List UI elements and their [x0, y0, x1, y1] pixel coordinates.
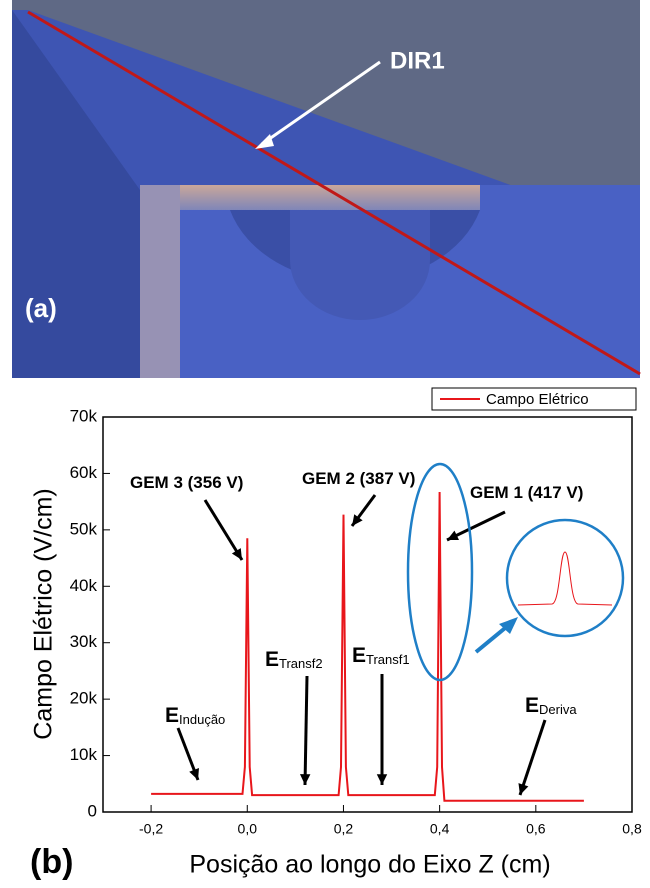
- annotation-text: GEM 2 (387 V): [302, 469, 415, 488]
- y-tick-label: 40k: [70, 576, 98, 595]
- y-tick-label: 60k: [70, 463, 98, 482]
- annotation-text: E: [265, 648, 279, 671]
- y-tick-label: 20k: [70, 689, 98, 708]
- annotation: GEM 1 (417 V): [470, 483, 583, 502]
- annotation-text: E: [165, 704, 179, 727]
- annotation: GEM 3 (356 V): [130, 473, 243, 492]
- annotation-sub: Transf1: [366, 652, 410, 667]
- box-edge: [140, 185, 180, 378]
- annotation-sub: Indução: [179, 712, 225, 727]
- annotation-arrow-head: [377, 774, 387, 785]
- annotation-text: E: [525, 694, 539, 717]
- x-axis-label: Posição ao longo do Eixo Z (cm): [189, 851, 550, 879]
- annotation-arrow-head: [300, 774, 310, 785]
- annotation-sub: Transf2: [279, 656, 323, 671]
- inset: [507, 520, 623, 636]
- annotation: ETransf1: [352, 644, 410, 668]
- annotation-text: GEM 3 (356 V): [130, 473, 243, 492]
- x-tick-label: 0,2: [334, 821, 354, 837]
- annotation-arrow: [520, 720, 545, 795]
- y-tick-label: 50k: [70, 519, 98, 538]
- x-tick-label: 0,0: [238, 821, 258, 837]
- y-axis-label: Campo Elétrico (V/cm): [30, 488, 58, 739]
- top-bar: [180, 185, 480, 210]
- annotation-text: GEM 1 (417 V): [470, 483, 583, 502]
- annotation: GEM 2 (387 V): [302, 469, 415, 488]
- page: DIR1 (a) 0 10k 20k 30k 40k 50k 60k 70k -0,2 0,0 0,…: [0, 0, 650, 888]
- figure: DIR1 (a) 0 10k 20k 30k 40k 50k 60k 70k -0,2 0,0 0,…: [0, 0, 650, 888]
- annotation-sub: Deriva: [539, 702, 577, 717]
- annotation: EIndução: [165, 704, 225, 728]
- y-tick-label: 70k: [70, 406, 98, 425]
- x-tick-label: 0,4: [430, 821, 450, 837]
- series-line: [151, 492, 584, 801]
- annotation-text: E: [352, 644, 366, 667]
- panel-label: (a): [25, 293, 57, 323]
- annotation-arrow: [305, 676, 307, 785]
- y-tick-label: 10k: [70, 745, 98, 764]
- annotation-arrow-head: [518, 783, 528, 795]
- annotation: EDeriva: [525, 694, 577, 718]
- y-tick-label: 0: [88, 801, 97, 820]
- dir-label: DIR1: [390, 47, 445, 74]
- y-tick-label: 30k: [70, 632, 98, 651]
- annotation: ETransf2: [265, 648, 323, 672]
- render-panel: DIR1 (a): [12, 0, 640, 378]
- x-tick-label: 0,8: [622, 821, 642, 837]
- x-tick-label: 0,6: [526, 821, 546, 837]
- x-tick-label: -0,2: [139, 821, 163, 837]
- legend-label: Campo Elétrico: [486, 391, 589, 408]
- panel-label: (b): [30, 843, 73, 881]
